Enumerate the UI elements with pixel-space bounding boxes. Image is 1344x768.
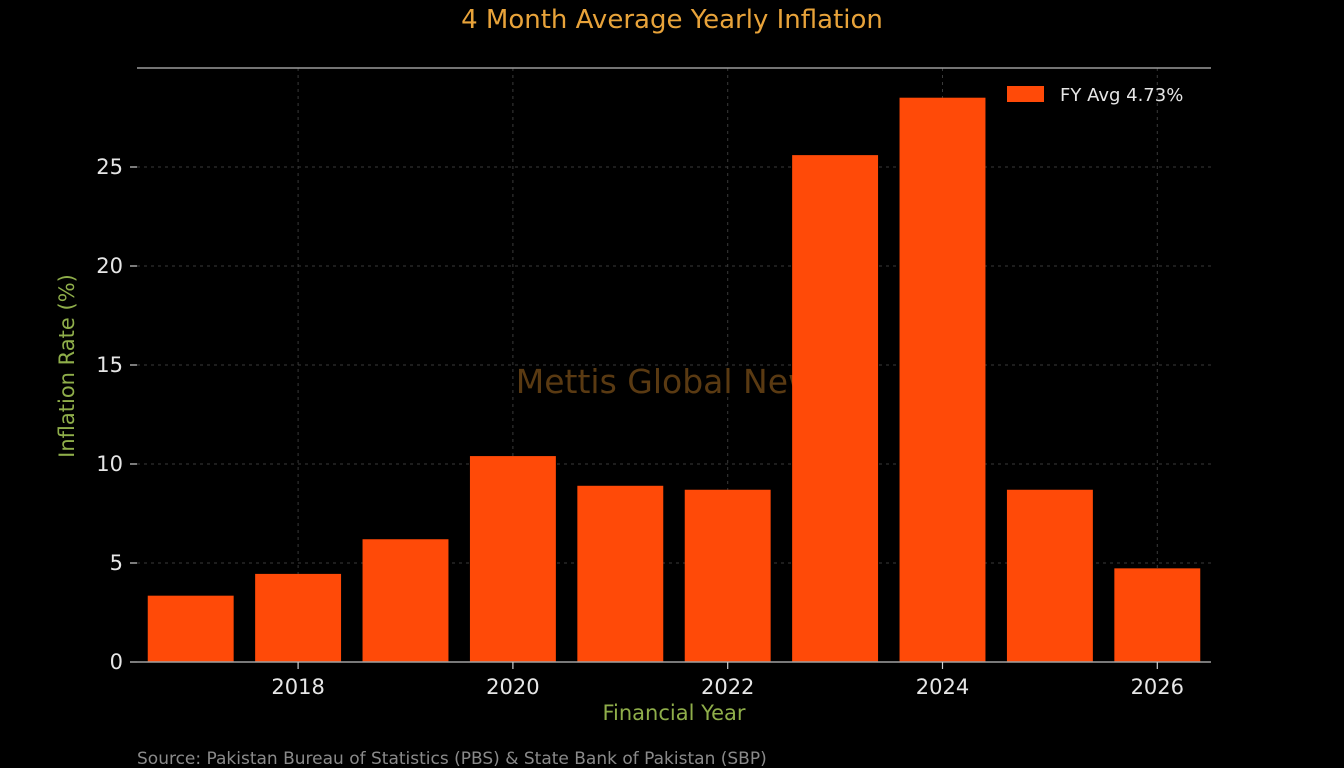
bar-2022	[684, 489, 771, 662]
y-tick-label-4: 20	[96, 254, 123, 278]
bar-2017	[147, 595, 234, 662]
watermark-text: Mettis Global News	[516, 362, 832, 401]
bar-2023	[792, 155, 879, 662]
bar-2020	[469, 456, 556, 662]
y-axis-ticks: 0 5 10 15 20 25	[96, 155, 137, 674]
y-tick-label-1: 5	[110, 551, 123, 575]
y-tick-label-2: 10	[96, 452, 123, 476]
bar-2025	[1006, 489, 1093, 662]
bar-2021	[577, 485, 664, 662]
legend-label: FY Avg 4.73%	[1060, 85, 1183, 106]
x-tick-label-0: 2018	[271, 675, 324, 699]
bar-2024	[899, 97, 986, 662]
y-tick-label-0: 0	[110, 650, 123, 674]
x-axis-ticks: 2018 2020 2022 2024 2026	[271, 662, 1184, 699]
chart-title: 4 Month Average Yearly Inflation	[461, 5, 883, 35]
x-tick-label-2: 2022	[701, 675, 754, 699]
y-tick-label-3: 15	[96, 353, 123, 377]
bars	[147, 97, 1201, 662]
bar-2018	[255, 573, 342, 662]
bar-2026	[1114, 568, 1201, 662]
source-note: Source: Pakistan Bureau of Statistics (P…	[137, 749, 767, 768]
legend: FY Avg 4.73%	[1007, 85, 1183, 106]
x-tick-label-1: 2020	[486, 675, 539, 699]
x-tick-label-4: 2026	[1131, 675, 1184, 699]
x-axis-label: Financial Year	[602, 701, 745, 725]
legend-swatch	[1007, 86, 1044, 102]
x-tick-label-3: 2024	[916, 675, 969, 699]
y-tick-label-5: 25	[96, 155, 123, 179]
bar-2019	[362, 539, 449, 662]
y-axis-label: Inflation Rate (%)	[55, 274, 79, 458]
